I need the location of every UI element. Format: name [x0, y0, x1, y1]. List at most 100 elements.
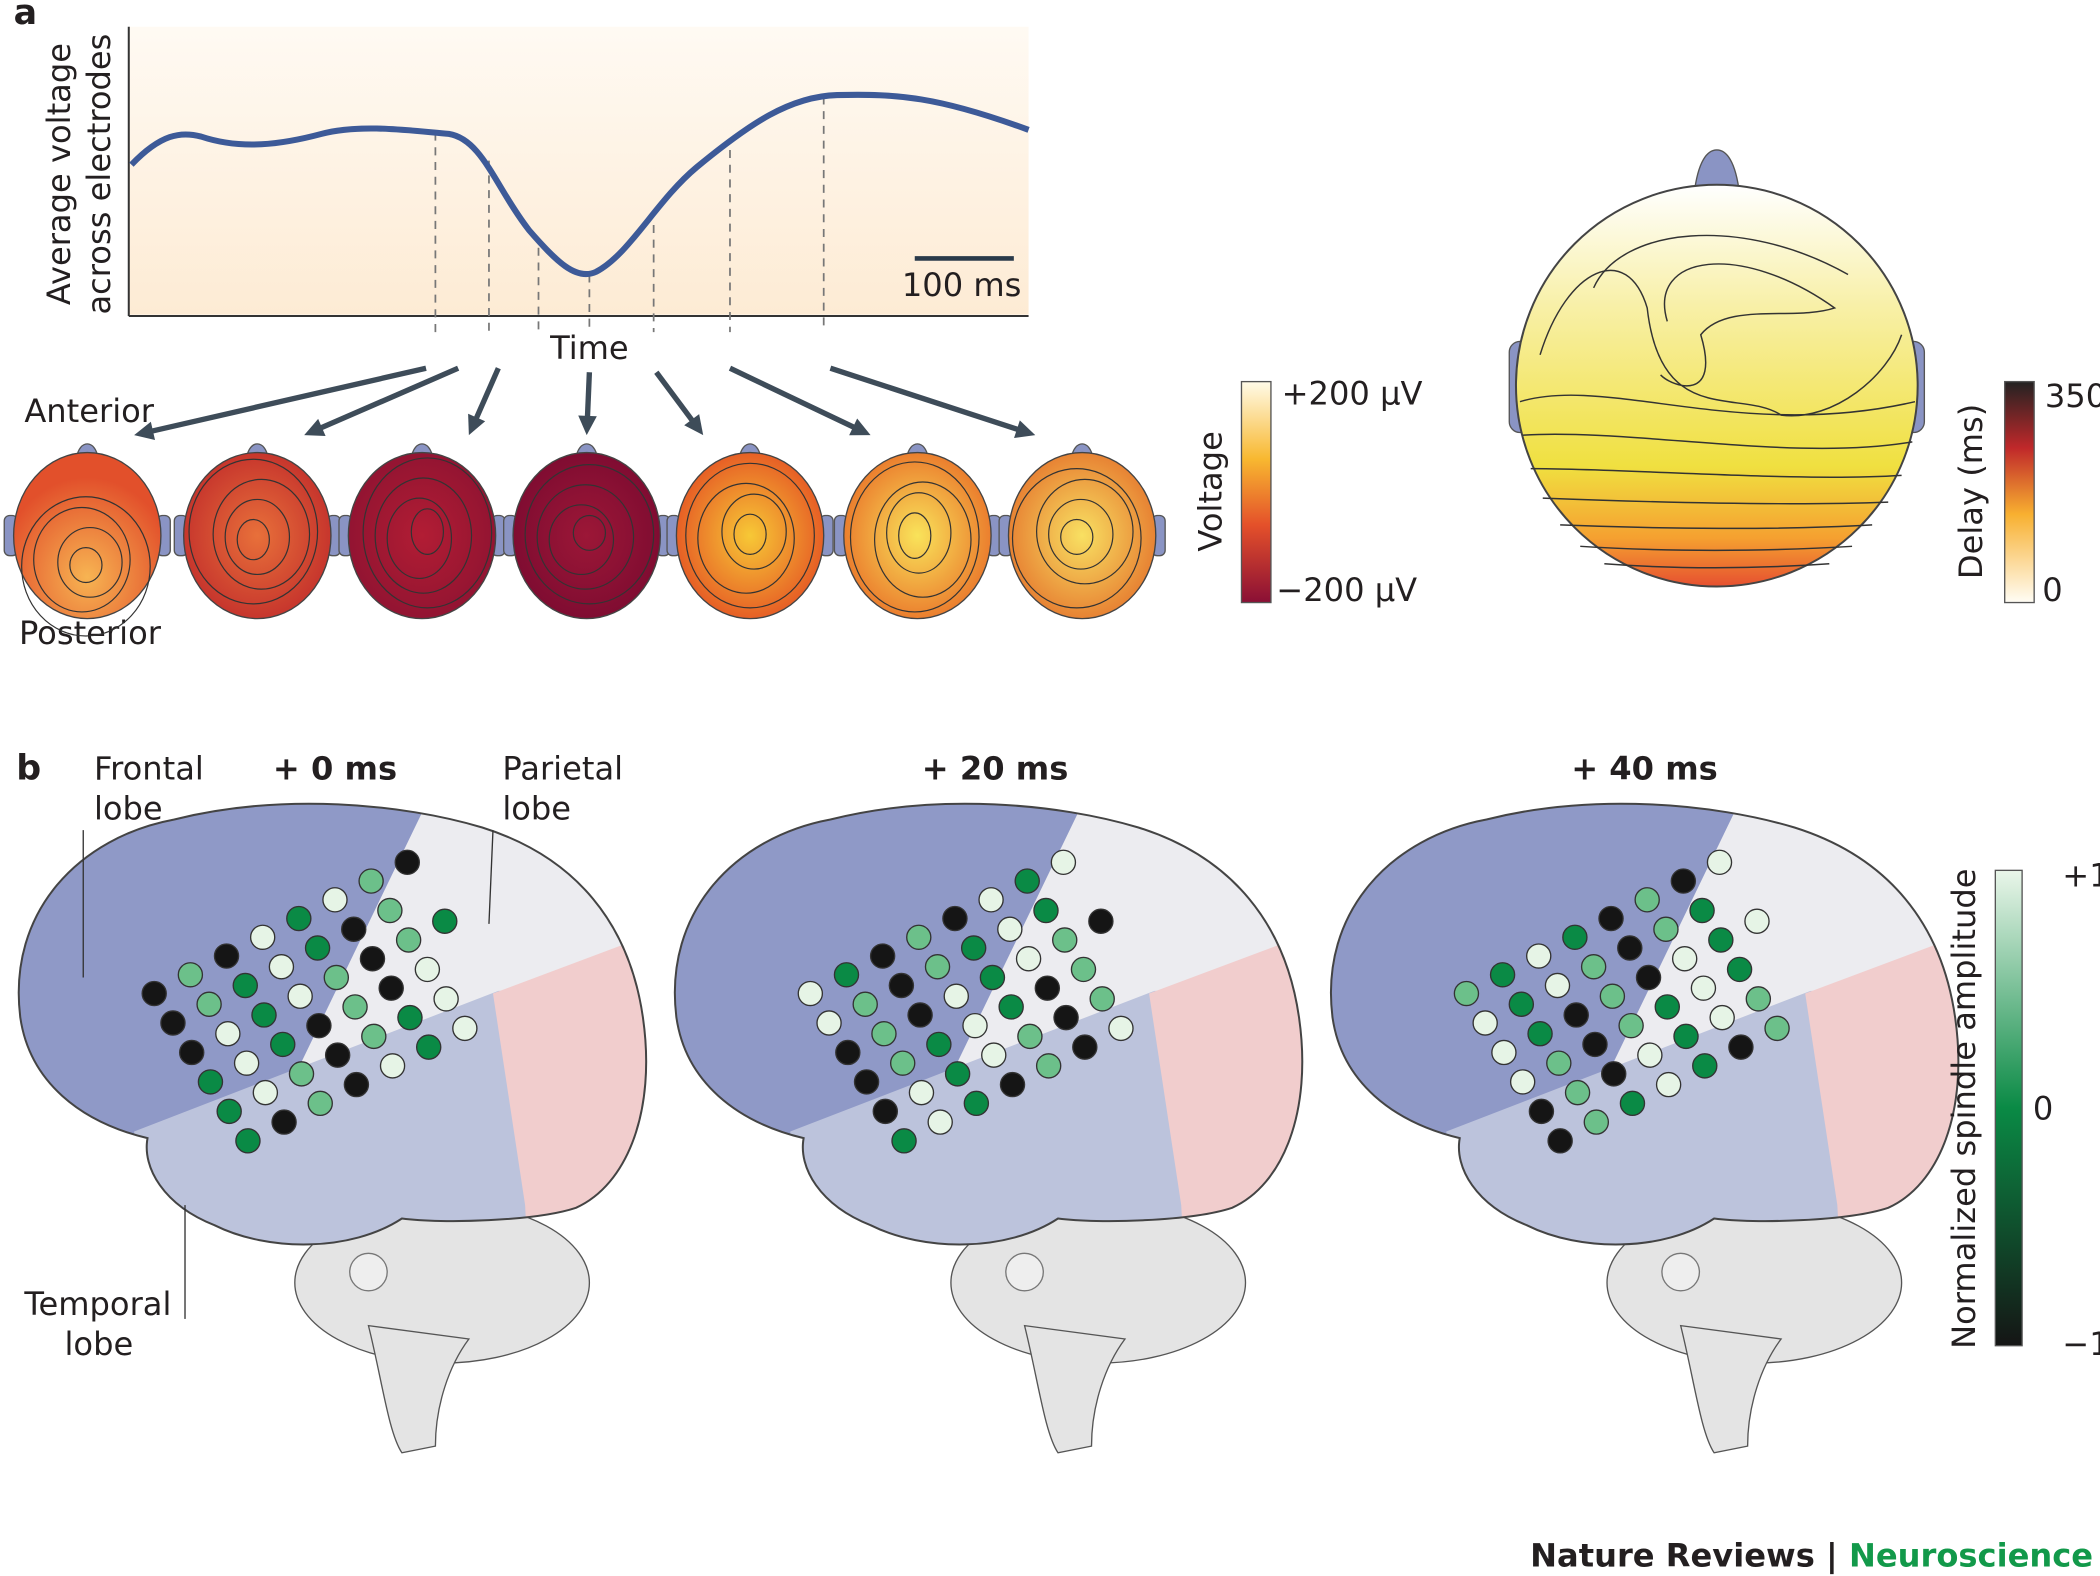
electrode: [178, 1039, 205, 1066]
electrode: [232, 972, 258, 999]
temporal: [790, 990, 1186, 1245]
contour: [1048, 498, 1114, 570]
colorbar-title: Voltage: [1191, 431, 1229, 551]
brain: [673, 802, 1304, 1454]
electrode: [1017, 1023, 1043, 1050]
contour: [721, 493, 787, 570]
arrow-head: [684, 414, 704, 436]
electrode: [1072, 1034, 1098, 1060]
contour: [524, 464, 655, 605]
scale-bar-label: 100 ms: [902, 266, 1022, 304]
region-label: Frontal: [94, 749, 204, 787]
arrow-shaft: [584, 372, 593, 422]
colorbar-max: +1: [2062, 856, 2100, 894]
arrow-shaft: [146, 365, 427, 435]
electrode: [1635, 964, 1662, 991]
contour: [1011, 468, 1142, 609]
electrode: [962, 1012, 988, 1039]
electrode: [323, 964, 350, 991]
contour: [374, 477, 473, 594]
temporal: [134, 990, 530, 1245]
contour: [898, 512, 932, 559]
electrode: [1491, 1039, 1517, 1066]
electrode: [1527, 1020, 1553, 1047]
electrode: [1033, 897, 1059, 924]
electrode: [926, 1031, 952, 1058]
electrode: [249, 924, 276, 951]
region-label: Parietal: [502, 749, 623, 787]
electrode: [924, 954, 951, 980]
arrow-shaft: [728, 365, 860, 432]
electrode: [1617, 935, 1643, 961]
contour: [33, 506, 131, 613]
electrode: [1453, 980, 1480, 1007]
electrode: [270, 1031, 296, 1058]
electrode: [1690, 975, 1717, 1001]
electrode: [960, 935, 987, 961]
electrode: [944, 1061, 971, 1087]
electrode: [1670, 868, 1697, 894]
electrode: [1692, 1053, 1718, 1079]
brain-outline: [1330, 802, 1960, 1246]
electrode: [1619, 1090, 1646, 1117]
arrow-shaft: [315, 365, 460, 433]
electrode: [891, 1128, 917, 1154]
brainstem: [367, 1324, 471, 1454]
electrode: [286, 905, 312, 932]
electrode: [1544, 972, 1571, 999]
electrode: [1564, 1079, 1591, 1106]
electrode: [1726, 956, 1753, 983]
leader-line: [488, 830, 494, 924]
electrode: [1671, 946, 1698, 972]
electrode: [1053, 1004, 1079, 1031]
electrode: [342, 994, 368, 1020]
electrode: [1582, 1031, 1608, 1058]
electrode: [1655, 1071, 1682, 1098]
section: Neuroscience: [1849, 1537, 2093, 1575]
electrode: [1653, 916, 1679, 942]
anterior-label: Anterior: [24, 392, 154, 430]
plot-area: [128, 26, 1029, 315]
panel-label: b: [16, 748, 41, 788]
scalp-maps: [3, 443, 1166, 637]
electrode: [1108, 1015, 1134, 1042]
arrow-head: [134, 421, 156, 440]
journal: Nature Reviews: [1530, 1537, 1815, 1575]
footer: Nature Reviews | Neuroscience: [1530, 1537, 2093, 1576]
electrode: [379, 1053, 406, 1079]
region-label: Temporal: [23, 1285, 171, 1323]
colorbar-mid: 0: [2033, 1089, 2053, 1127]
electrode: [1745, 986, 1772, 1012]
electrode: [216, 1098, 242, 1125]
electrode: [271, 1109, 297, 1135]
electrode: [1634, 887, 1660, 913]
electrode: [288, 1061, 315, 1087]
electrode: [233, 1050, 260, 1076]
electrode: [942, 905, 968, 932]
electrode: [213, 943, 240, 969]
electrode: [1637, 1042, 1663, 1068]
electrode: [414, 956, 441, 983]
region-label: lobe: [64, 1325, 133, 1363]
electrode: [141, 980, 167, 1007]
electrode: [268, 954, 295, 980]
electrode: [1744, 908, 1770, 934]
electrode: [1547, 1128, 1573, 1154]
contour: [362, 457, 493, 609]
contour: [386, 497, 453, 580]
colorbar-min: 0: [2042, 571, 2062, 609]
colorbar-min: −1: [2062, 1325, 2100, 1363]
electrode: [1489, 962, 1516, 988]
pons: [349, 1252, 388, 1292]
electrode: [235, 1128, 261, 1154]
pons: [1005, 1252, 1044, 1292]
electrode: [889, 1050, 916, 1076]
contour: [849, 461, 980, 613]
electrode: [341, 916, 367, 942]
arrow-head: [578, 415, 597, 436]
separator: |: [1826, 1537, 1838, 1576]
electrode: [1509, 1069, 1536, 1095]
x-axis-label: Time: [549, 329, 629, 367]
electrode: [378, 975, 404, 1001]
pons: [1661, 1252, 1701, 1292]
